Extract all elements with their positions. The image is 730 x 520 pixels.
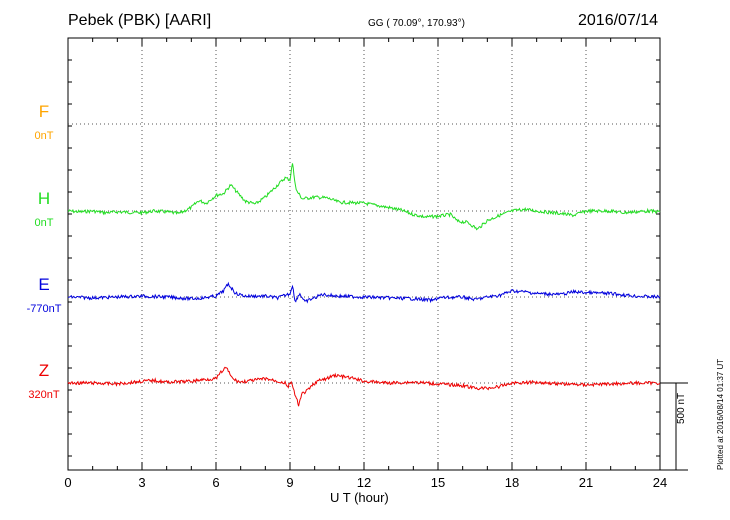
x-tick-label-3: 3 [138, 475, 146, 490]
component-label-Z: Z [38, 361, 50, 380]
x-tick-label-0: 0 [64, 475, 72, 490]
scale-bar [660, 382, 688, 471]
series-line-Z [67, 366, 661, 407]
baseline-label-E: -770nT [26, 303, 62, 315]
x-tick-label-9: 9 [286, 475, 294, 490]
series-line-H [67, 163, 661, 231]
baseline-label-H: 0nT [34, 217, 54, 229]
coordinates-label: GG ( 70.09°, 170.93°) [368, 18, 465, 29]
x-tick-label-6: 6 [212, 475, 220, 490]
x-tick-label-12: 12 [356, 475, 372, 490]
x-axis-label: U T (hour) [330, 490, 389, 505]
component-label-F: F [38, 102, 50, 121]
x-tick-label-18: 18 [504, 475, 520, 490]
plotted-timestamp: Plotted at 2016/08/14 01:37 UT [716, 358, 725, 470]
scale-bar-label: 500 nT [676, 392, 687, 424]
station-title: Pebek (PBK) [AARI] [68, 12, 212, 29]
series-lines [67, 163, 661, 407]
x-tick-label-15: 15 [430, 475, 446, 490]
tick-marks [67, 38, 661, 470]
x-tick-label-21: 21 [578, 475, 594, 490]
x-tick-label-24: 24 [652, 475, 668, 490]
component-label-H: H [37, 189, 51, 208]
component-label-E: E [38, 275, 50, 294]
baseline-label-Z: 320nT [28, 389, 60, 401]
baseline-label-F: 0nT [34, 130, 54, 142]
grid-lines [68, 38, 660, 470]
date-label: 2016/07/14 [578, 12, 659, 29]
series-line-E [67, 281, 661, 304]
